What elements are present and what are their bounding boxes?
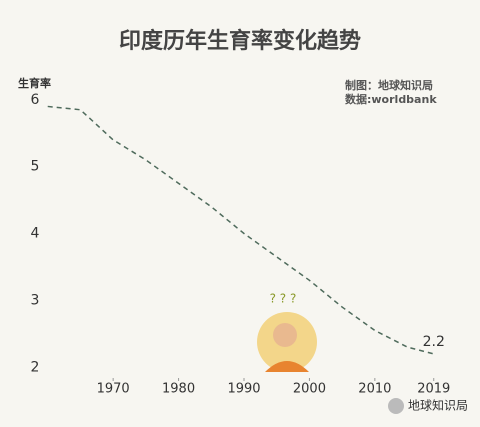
- cartoon-body: [265, 361, 309, 372]
- question-marks: ? ? ?: [270, 292, 297, 306]
- x-tick-label: 2010: [358, 382, 391, 397]
- x-tick-label: 1990: [227, 382, 260, 397]
- cartoon: [257, 312, 317, 372]
- chart-title: 印度历年生育率变化趋势: [119, 28, 361, 54]
- y-tick-label: 6: [31, 92, 40, 108]
- x-tick-label: 1970: [97, 382, 130, 397]
- cartoon-face: [273, 323, 297, 347]
- x-tick-label: 2019: [417, 382, 450, 397]
- y-tick-label: 5: [31, 159, 40, 175]
- source: 数据:worldbank: [345, 92, 437, 106]
- y-axis-label: 生育率: [18, 76, 51, 90]
- line: [47, 105, 434, 355]
- footer: 地球知识局: [408, 399, 468, 413]
- y-tick-label: 4: [31, 226, 40, 242]
- footer-icon: [388, 398, 404, 414]
- y-tick-label: 3: [31, 292, 40, 308]
- x-tick-label: 2000: [293, 382, 326, 397]
- credit: 制图：地球知识局: [345, 78, 433, 92]
- end-label: 2.2: [423, 334, 445, 350]
- x-tick-label: 1980: [162, 382, 195, 397]
- y-tick-label: 2: [31, 359, 40, 375]
